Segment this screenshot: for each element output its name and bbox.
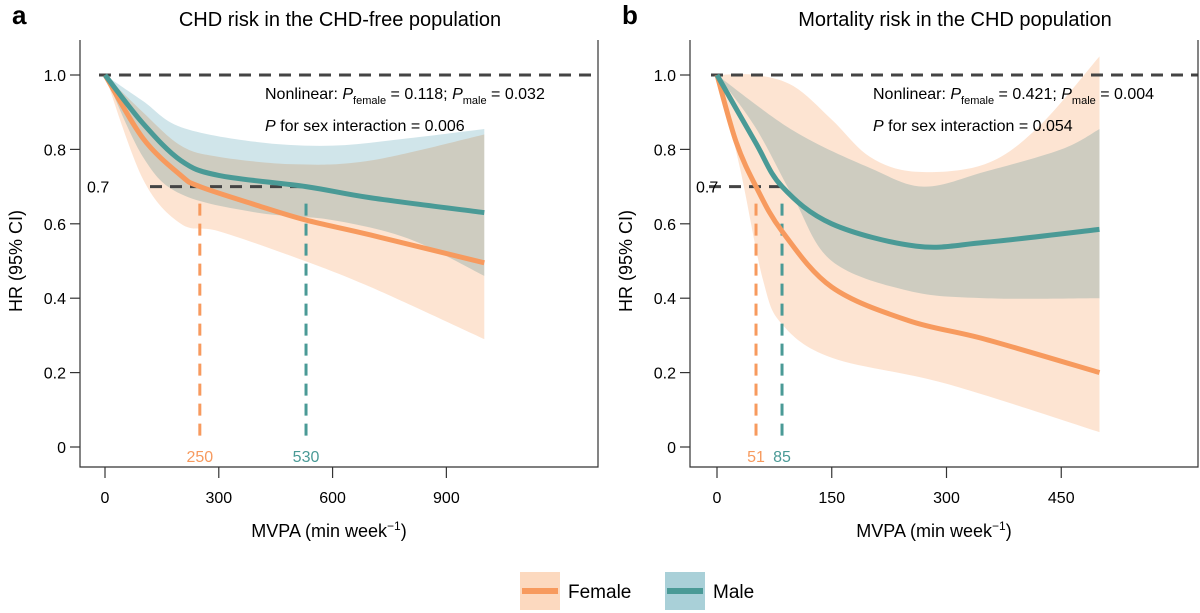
nonlinear-annotation: Nonlinear: Pfemale = 0.421; Pmale = 0.00… — [873, 86, 1154, 107]
y-tick-label: 0 — [667, 440, 676, 457]
panel-a: a CHD risk in the CHD-free population 0.7 2… — [6, 0, 599, 541]
reference-label-0-7: 0.7 — [87, 180, 109, 197]
series-line-female — [102, 73, 485, 266]
threshold-label-male: 85 — [773, 449, 791, 466]
x-axis-label-text: MVPA (min week — [251, 521, 388, 541]
x-axis-label-text: MVPA (min week — [856, 521, 993, 541]
y-tick-label: 1.0 — [44, 68, 66, 85]
panel-label: b — [622, 0, 638, 30]
annotation-p: P — [265, 118, 276, 135]
x-axis-label: MVPA (min week−1) — [251, 519, 406, 541]
y-tick-label: 1.0 — [654, 68, 676, 85]
axes-frame — [79, 40, 599, 468]
annotation-interaction: for sex interaction = 0.006 — [276, 118, 465, 135]
x-axis-label-sup: −1 — [992, 519, 1006, 533]
axes-frame — [689, 40, 1199, 468]
threshold-label-female: 51 — [747, 449, 765, 466]
series-line-female — [714, 74, 1101, 375]
x-tick-label: 450 — [1048, 490, 1075, 507]
y-tick-label: 0.8 — [44, 142, 66, 159]
y-axis-label: HR (95% CI) — [616, 210, 636, 312]
x-axis-label-end: ) — [1006, 521, 1012, 541]
annotation-p: P — [1061, 86, 1072, 103]
y-tick-label: 0.4 — [44, 291, 66, 308]
y-tick-label: 0.6 — [654, 217, 676, 234]
annotation-male-value: = 0.032 — [487, 86, 545, 103]
x-tick-label: 300 — [933, 490, 960, 507]
annotation-male-value: = 0.004 — [1096, 86, 1154, 103]
legend-label-female: Female — [568, 582, 631, 603]
annotation-female-sub: female — [353, 95, 386, 107]
y-tick-label: 0.6 — [44, 217, 66, 234]
ci-band-male — [105, 75, 485, 276]
panel-label: a — [12, 0, 27, 30]
annotation-prefix: Nonlinear: — [265, 86, 342, 103]
y-tick-label: 0.2 — [654, 366, 676, 383]
legend: Female Male — [520, 572, 754, 610]
annotation-p: P — [452, 86, 463, 103]
series-line-male — [103, 73, 485, 216]
threshold-label-female: 250 — [186, 449, 213, 466]
series-line-male — [714, 73, 1100, 250]
annotation-prefix: Nonlinear: — [873, 86, 950, 103]
x-axis-label: MVPA (min week−1) — [856, 519, 1011, 541]
legend-swatch-female-line — [522, 588, 558, 594]
interaction-annotation: P for sex interaction = 0.006 — [265, 118, 465, 135]
annotation-male-sub: male — [463, 95, 487, 107]
x-tick-label: 0 — [101, 490, 110, 507]
chart-title: Mortality risk in the CHD population — [798, 9, 1111, 31]
legend-swatch-male-line — [667, 588, 703, 594]
threshold-label-male: 530 — [293, 449, 320, 466]
x-axis-label-sup: −1 — [387, 519, 401, 533]
x-tick-label: 150 — [818, 490, 845, 507]
reference-label-0-7: 0.7 — [696, 180, 718, 197]
x-tick-label: 900 — [433, 490, 460, 507]
chart-title: CHD risk in the CHD-free population — [179, 9, 501, 31]
annotation-p: P — [950, 86, 961, 103]
x-tick-label: 0 — [713, 490, 722, 507]
x-tick-label: 600 — [319, 490, 346, 507]
interaction-annotation: P for sex interaction = 0.054 — [873, 118, 1073, 135]
y-tick-label: 0 — [57, 440, 66, 457]
y-axis-label: HR (95% CI) — [6, 210, 26, 312]
annotation-interaction: for sex interaction = 0.054 — [884, 118, 1073, 135]
annotation-p: P — [342, 86, 353, 103]
nonlinear-annotation: Nonlinear: Pfemale = 0.118; Pmale = 0.03… — [265, 86, 545, 107]
annotation-female-value: = 0.421; — [994, 86, 1061, 103]
y-tick-label: 0.4 — [654, 291, 676, 308]
y-tick-label: 0.8 — [654, 142, 676, 159]
panel-b: b Mortality risk in the CHD population 0.7… — [616, 0, 1199, 541]
x-tick-label: 300 — [205, 490, 232, 507]
x-axis-label-end: ) — [401, 521, 407, 541]
annotation-p: P — [873, 118, 884, 135]
annotation-male-sub: male — [1072, 95, 1096, 107]
annotation-female-sub: female — [961, 95, 994, 107]
y-tick-label: 0.2 — [44, 366, 66, 383]
legend-label-male: Male — [713, 582, 754, 603]
annotation-female-value: = 0.118; — [386, 86, 452, 103]
